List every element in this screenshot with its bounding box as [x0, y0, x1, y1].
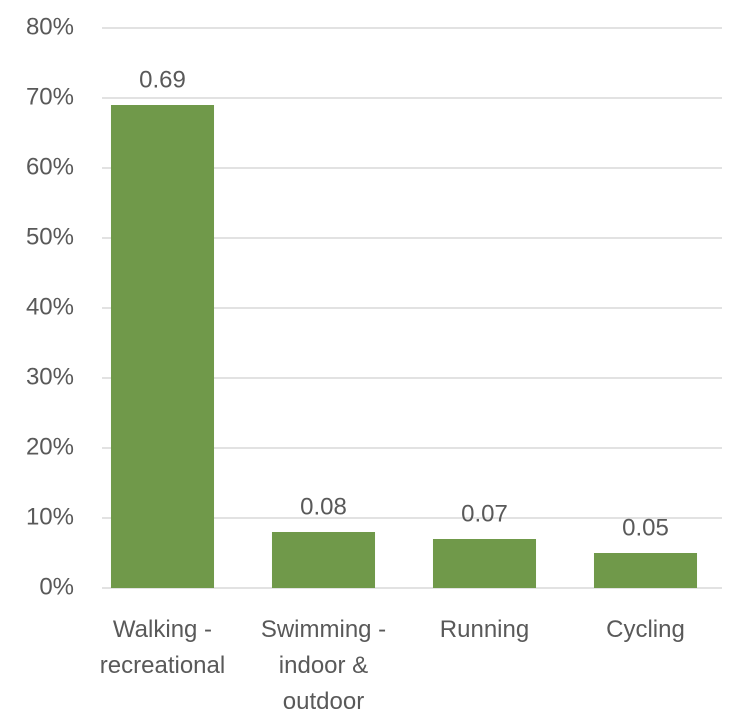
- bar: [593, 553, 698, 588]
- data-label: 0.05: [622, 514, 669, 541]
- y-tick-label: 20%: [26, 433, 74, 460]
- x-tick-label: Cycling: [606, 616, 685, 643]
- data-label: 0.69: [139, 66, 186, 93]
- y-tick-label: 60%: [26, 153, 74, 180]
- y-tick-label: 40%: [26, 293, 74, 320]
- y-tick-label: 50%: [26, 223, 74, 250]
- x-tick-label: Swimming - indoor & outdoor: [260, 616, 387, 715]
- y-tick-label: 30%: [26, 363, 74, 390]
- data-label: 0.08: [300, 493, 347, 520]
- y-tick-label: 70%: [26, 83, 74, 110]
- bar: [271, 532, 376, 588]
- bar: [432, 539, 537, 588]
- bar: [110, 105, 215, 588]
- data-label: 0.07: [461, 500, 508, 527]
- x-tick-label: Walking - recreational: [99, 616, 226, 679]
- y-tick-label: 10%: [26, 503, 74, 530]
- y-tick-label: 0%: [39, 573, 74, 600]
- y-tick-label: 80%: [26, 13, 74, 40]
- x-tick-label: Running: [439, 616, 530, 643]
